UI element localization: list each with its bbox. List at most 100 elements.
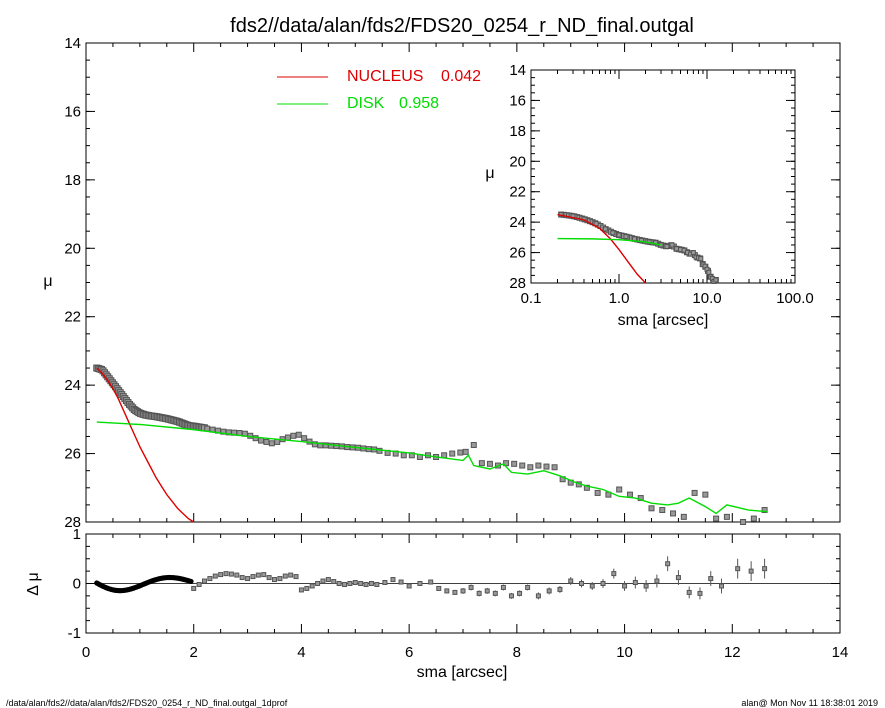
residual-point-dense (188, 578, 194, 585)
main-data-point (258, 437, 265, 444)
residual-point (374, 581, 380, 587)
legend-nucleus-value: 0.042 (441, 68, 481, 85)
residual-point (304, 585, 310, 591)
main-data-point (284, 434, 291, 441)
residual-point (250, 574, 256, 580)
main-data-point (616, 486, 623, 493)
legend: NUCLEUS 0.042 DISK 0.958 (277, 68, 481, 112)
inset-y-axis-label: μ (485, 165, 494, 182)
main-data-point (750, 515, 757, 522)
residual-point (643, 583, 649, 589)
inset-ytick-label: 14 (509, 62, 526, 79)
inset-ytick-label: 26 (509, 245, 526, 262)
inset-x-axis-label: sma [arcsec] (618, 312, 709, 329)
main-ytick-label: 22 (64, 309, 81, 326)
residual-point (212, 573, 218, 579)
inset-data-point (698, 256, 704, 262)
main-data-point (486, 460, 493, 467)
residual-point (363, 581, 369, 587)
main-data-point (295, 431, 302, 438)
residual-point (320, 578, 326, 584)
main-ytick-label: 18 (64, 172, 81, 189)
main-data-point (274, 438, 281, 445)
residual-xtick-label: 4 (297, 644, 305, 661)
residual-point (331, 579, 337, 585)
residual-point (196, 581, 202, 587)
residual-point (272, 577, 277, 583)
inset-data-point (713, 277, 719, 283)
residual-xtick-label: 12 (724, 644, 741, 661)
residual-xtick-label: 6 (405, 644, 413, 661)
main-data-point (462, 448, 469, 455)
main-data-point (740, 519, 747, 525)
main-data-point (702, 491, 709, 498)
main-data-point (470, 442, 477, 449)
residual-point (686, 589, 692, 595)
main-data-point (441, 452, 448, 459)
main-ytick-label: 26 (64, 446, 81, 463)
residual-point (352, 580, 358, 586)
main-data-point (648, 505, 655, 512)
main-profile-panel: 14 16 18 20 22 24 26 28 μ (43, 35, 841, 531)
residual-xtick-label: 2 (190, 644, 198, 661)
inset-ytick-label: 20 (509, 153, 526, 170)
inset-xtick-label: 0.1 (521, 290, 542, 307)
residual-xtick-label: 8 (513, 644, 521, 661)
chart-title: fds2//data/alan/fds2/FDS20_0254_r_ND_fin… (230, 15, 694, 37)
residual-point (748, 568, 754, 574)
residual-point (325, 577, 331, 583)
main-data-point (527, 464, 534, 471)
main-ytick-label: 16 (64, 103, 81, 120)
residual-point (675, 575, 681, 581)
inset-ytick-label: 28 (509, 275, 526, 292)
main-data-point (400, 452, 407, 459)
residual-point (508, 593, 514, 599)
main-data-point (761, 507, 768, 514)
legend-disk-label: DISK (347, 95, 385, 112)
residual-point (568, 578, 574, 584)
residual-point (239, 575, 245, 581)
inset-ytick-label: 24 (509, 214, 526, 231)
inset-data-point (638, 237, 644, 243)
inset-data-point (616, 232, 622, 238)
residual-point (336, 581, 342, 586)
main-data-point (691, 489, 698, 496)
inset-data-point (706, 269, 712, 275)
residual-point (218, 572, 224, 578)
residual-point (342, 581, 348, 587)
inset-data-point (602, 226, 608, 232)
main-data-point (637, 495, 644, 502)
main-data-point (583, 484, 590, 491)
main-data-point (457, 449, 464, 456)
residual-point (288, 572, 294, 578)
inset-xtick-label: 10.0 (692, 290, 721, 307)
inset-xtick-label: 1.0 (609, 290, 630, 307)
main-line-nucleus (96, 367, 195, 523)
residual-point (309, 583, 315, 589)
residual-point (315, 581, 321, 586)
residual-point (266, 575, 272, 581)
residual-point (368, 581, 374, 586)
residual-point (191, 585, 197, 591)
inset-data-point (623, 234, 629, 240)
inset-data-point (673, 246, 679, 252)
residual-ytick-label: -1 (68, 625, 81, 642)
residual-xtick-label: 10 (616, 644, 633, 661)
main-data-point (626, 491, 633, 498)
main-data-point (543, 463, 550, 470)
main-data-point (301, 435, 308, 442)
residual-point (589, 583, 595, 589)
main-data-point (268, 440, 275, 447)
residual-point (347, 581, 353, 586)
main-data-point (478, 460, 485, 467)
inset-ytick-label: 22 (509, 184, 526, 201)
main-ytick-label: 28 (64, 514, 81, 531)
residual-point (282, 573, 288, 579)
residual-point (517, 590, 523, 596)
main-data-point (263, 438, 270, 445)
residual-point (468, 584, 474, 590)
residual-point (735, 566, 741, 572)
residual-point (228, 571, 234, 577)
main-data-point (290, 432, 297, 439)
inset-data-point (669, 242, 675, 248)
